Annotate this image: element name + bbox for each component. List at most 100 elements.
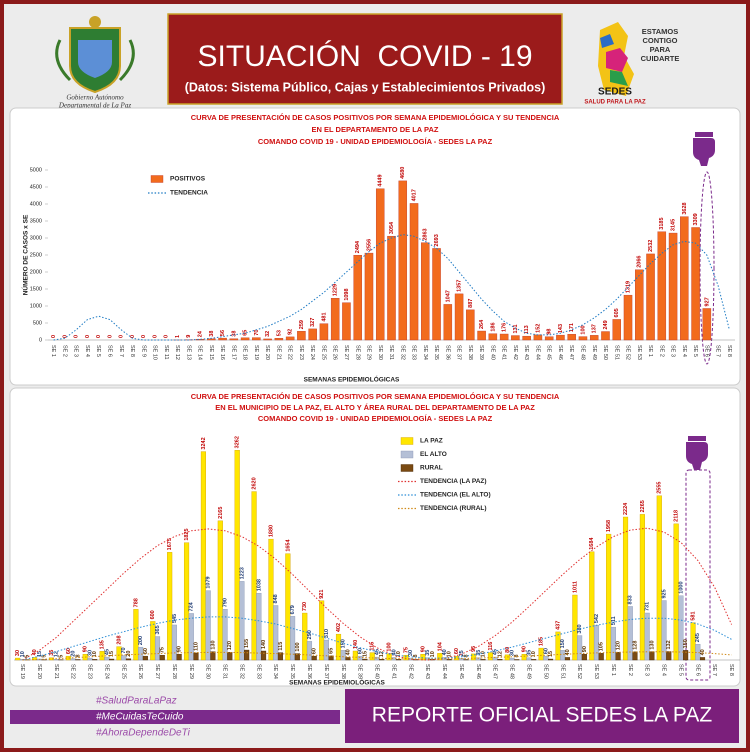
chart-title: EN EL MUNICIPIO DE LA PAZ, EL ALTO Y ÁRE…	[215, 403, 535, 412]
data-label: 1079	[206, 576, 212, 588]
data-label: 56	[220, 330, 226, 336]
data-label: 264	[479, 319, 485, 329]
bar	[533, 334, 543, 341]
bar	[15, 657, 21, 661]
x-tick-label: SE 37	[323, 664, 329, 679]
x-tick-label: SE 29	[366, 345, 372, 360]
bar	[353, 255, 362, 341]
chart-title: CURVA DE PRESENTACIÓN DE CASOS POSITIVOS…	[191, 113, 560, 122]
data-label: 90	[83, 646, 89, 652]
trend-line	[22, 651, 732, 661]
data-label: 0	[96, 335, 102, 338]
x-tick-label: SE 49	[526, 664, 532, 679]
x-tick-label: SE 35	[433, 345, 439, 360]
data-label: 150	[683, 639, 689, 648]
highlight	[685, 469, 711, 681]
y-tick-label: 3000	[30, 235, 42, 241]
bar	[138, 646, 144, 661]
data-label: 12	[54, 651, 60, 657]
x-tick-label: SE 2	[61, 345, 67, 357]
data-label: 605	[614, 308, 620, 317]
x-tick-label: SE 45	[546, 345, 552, 360]
data-label: 1047	[445, 290, 451, 302]
data-label: 259	[299, 320, 305, 329]
data-label: 3145	[671, 219, 677, 231]
x-tick-label: SE 53	[593, 664, 599, 679]
x-tick-label: SE 42	[407, 664, 413, 679]
data-label: 1000	[678, 581, 684, 593]
chart-title: EN EL DEPARTAMENTO DE LA PAZ	[312, 125, 439, 134]
bar	[432, 248, 441, 341]
data-label: 105	[599, 642, 605, 651]
data-label: 290	[307, 630, 313, 639]
x-tick-label: SE 39	[357, 664, 363, 679]
bar	[598, 653, 604, 661]
data-label: 35	[425, 650, 431, 656]
data-label: 8	[75, 654, 81, 657]
bar	[311, 655, 317, 661]
pointer-icon	[686, 436, 708, 470]
y-tick-label: 3500	[30, 218, 42, 224]
data-label: 130	[649, 640, 655, 649]
bar	[335, 633, 342, 661]
bar	[567, 333, 576, 341]
data-label: 104	[437, 641, 443, 651]
bar	[345, 657, 351, 661]
x-tick-label: SE 7	[711, 664, 717, 676]
data-label: 35	[526, 650, 532, 656]
data-label: 70	[121, 647, 127, 653]
data-label: 60	[543, 648, 549, 654]
bar	[352, 650, 358, 661]
data-label: 132	[666, 640, 672, 649]
bar	[699, 657, 706, 661]
x-tick-label: SE 46	[475, 664, 481, 679]
data-label: 10	[447, 651, 453, 657]
legend-label: TENDENCIA (EL ALTO)	[420, 492, 491, 499]
x-tick-label: SE 48	[509, 664, 515, 679]
x-tick-label: SE 44	[441, 664, 447, 679]
data-label: 140	[261, 640, 267, 649]
bar	[589, 335, 599, 341]
x-tick-label: SE 50	[542, 664, 548, 679]
bar	[564, 657, 571, 661]
left-logo: Gobierno Autónomo Departamental de La Pa…	[55, 16, 135, 110]
data-label: 143	[558, 324, 564, 333]
bar	[125, 658, 132, 661]
bar	[210, 651, 216, 661]
data-label: 186	[490, 322, 496, 331]
data-label: 40	[32, 649, 38, 655]
data-label: 2555	[657, 482, 663, 494]
bar	[526, 657, 532, 661]
data-label: 679	[290, 605, 296, 614]
data-label: 1684	[589, 537, 595, 550]
right-logo: ESTAMOS CONTIGO PARA CUIDARTE SEDES SALU…	[584, 22, 679, 106]
data-label: 1357	[457, 280, 463, 292]
bar	[639, 514, 645, 661]
data-label: 60	[143, 648, 149, 654]
x-tick-label: SE 24	[103, 664, 109, 679]
x-tick-label: SE 2	[658, 345, 664, 357]
bar	[53, 659, 59, 661]
data-label: 70	[254, 329, 260, 335]
data-label: 2863	[423, 228, 429, 240]
data-label: 128	[632, 641, 638, 650]
bar	[328, 655, 334, 661]
x-tick-label: SE 28	[171, 664, 177, 679]
bar	[285, 336, 295, 341]
data-label: 30	[15, 650, 21, 656]
bar	[87, 657, 93, 661]
chart-title: COMANDO COVID 19 - UNIDAD EPIDEMIOLOGÍA …	[258, 137, 493, 146]
bar	[421, 242, 430, 341]
data-label: 2494	[355, 240, 361, 253]
data-label: 120	[227, 641, 233, 650]
data-label: 2224	[623, 502, 629, 515]
bar	[543, 655, 549, 661]
x-tick-label: SE 13	[185, 345, 191, 360]
bar	[277, 652, 283, 661]
bar	[622, 516, 629, 661]
x-tick-label: SE 25	[120, 664, 126, 679]
data-label: 3185	[659, 217, 665, 229]
x-tick-label: SE 27	[343, 345, 349, 360]
data-label: 790	[222, 598, 228, 607]
logo-text: Departamental de La Paz	[58, 102, 131, 110]
